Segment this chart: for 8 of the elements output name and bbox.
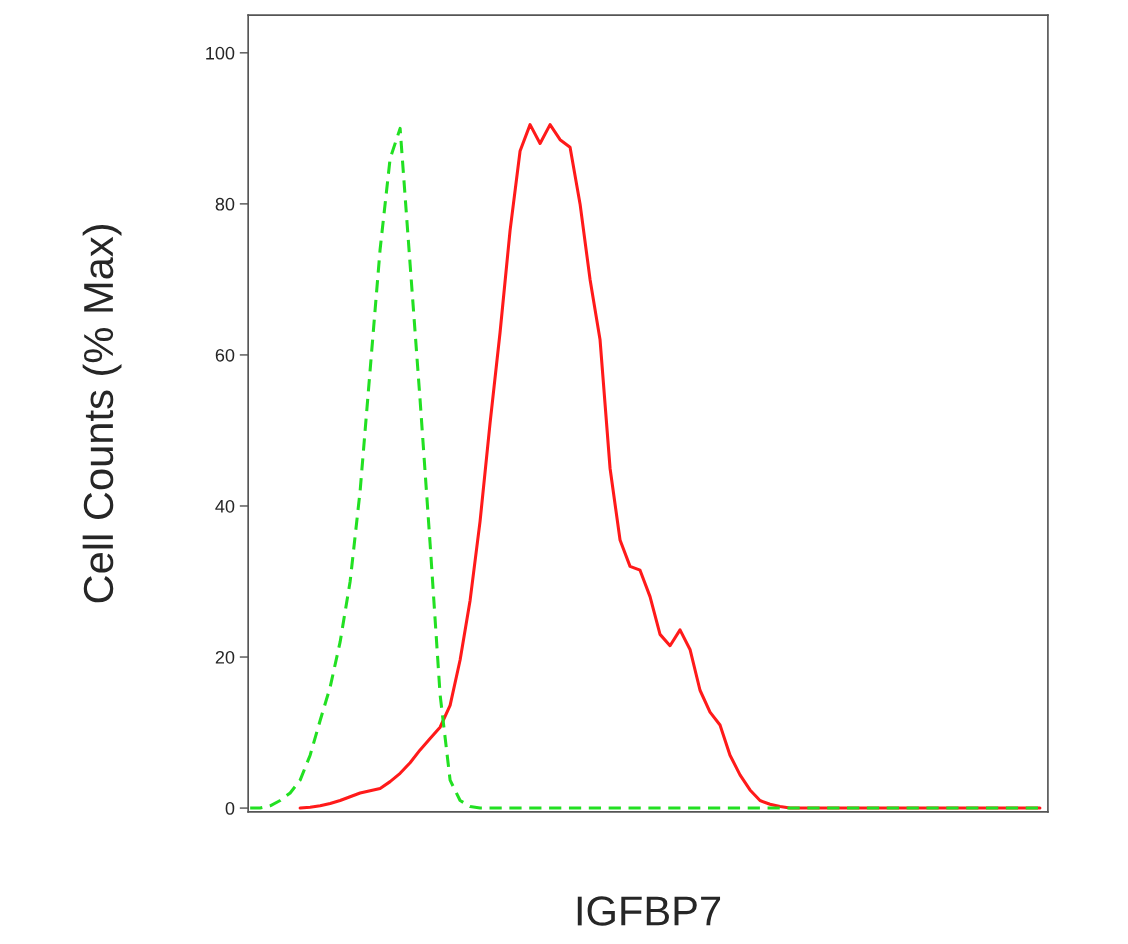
y-tick-label: 100 [206,46,235,60]
y-tick-label: 40 [215,499,235,513]
x-axis-title: IGFBP7 [577,896,721,926]
y-axis-title: Cell Counts (% Max) [82,225,122,603]
y-tick-label: 80 [215,197,235,211]
y-tick-label: 20 [215,650,235,664]
y-tick-label: 60 [215,348,235,362]
y-tick-label: 0 [225,802,235,815]
